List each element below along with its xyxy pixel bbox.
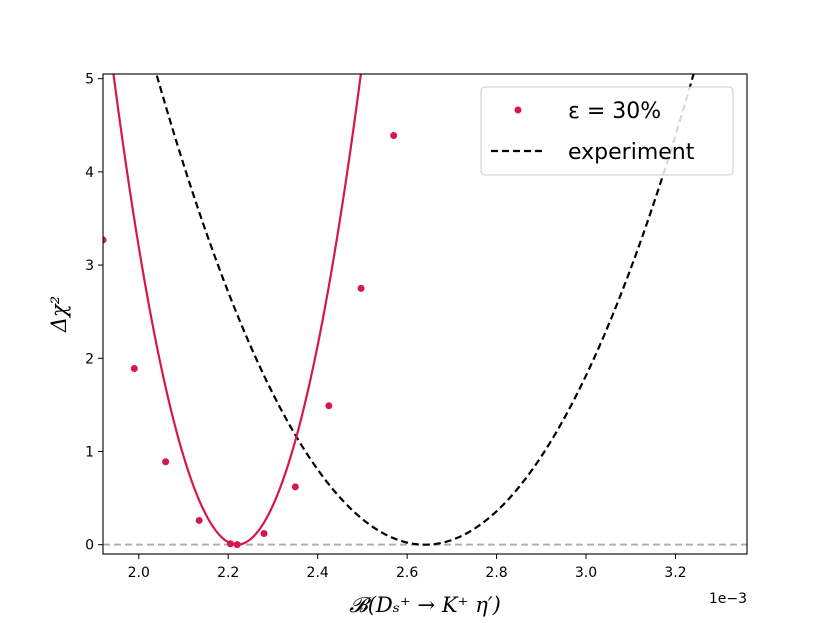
y-axis-label: Δχ² [47,296,71,333]
epsilon-points [103,132,398,549]
y-tick-label: 2 [85,351,94,367]
x-tick-label: 2.6 [396,565,418,581]
axes-frame [102,73,748,555]
data-point [195,516,203,524]
y-tick-label: 0 [85,538,94,554]
data-point [291,483,299,491]
y-tick-label: 3 [85,258,94,274]
x-axis-ticks: 2.0 2.2 2.4 2.6 2.8 3.0 3.2 [128,554,687,581]
legend-label-experiment: experiment [568,140,695,165]
experiment-series [155,74,695,546]
data-point [390,132,398,140]
data-point [103,236,107,244]
y-tick-label: 1 [85,444,94,460]
legend-label-epsilon: ε = 30% [568,99,661,124]
x-tick-label: 2.0 [128,565,150,581]
data-point [226,540,234,548]
x-tick-label: 3.0 [575,565,597,581]
epsilon-series [112,74,362,546]
x-tick-label: 3.2 [664,565,686,581]
data-point [233,541,241,549]
data-point [325,402,333,410]
data-point [130,365,138,373]
legend-box [480,86,734,176]
legend-marker-epsilon [514,106,522,114]
data-point [357,284,365,292]
data-point [162,458,170,466]
x-tick-label: 2.4 [307,565,329,581]
epsilon-fit-curve [112,74,362,546]
x-tick-label: 2.2 [217,565,239,581]
y-axis-ticks: 0 1 2 3 4 5 [85,72,103,554]
experiment-curve [155,74,695,546]
y-tick-label: 4 [85,165,94,181]
x-axis-label: 𝓑(Dₛ⁺ → K⁺ η′) [349,593,501,617]
y-tick-label: 5 [85,72,94,88]
data-point [260,529,268,537]
x-tick-label: 2.8 [485,565,507,581]
x-axis-offset-label: 1e−3 [709,591,747,607]
plot-area [103,74,747,549]
legend: ε = 30% experiment [480,86,734,176]
